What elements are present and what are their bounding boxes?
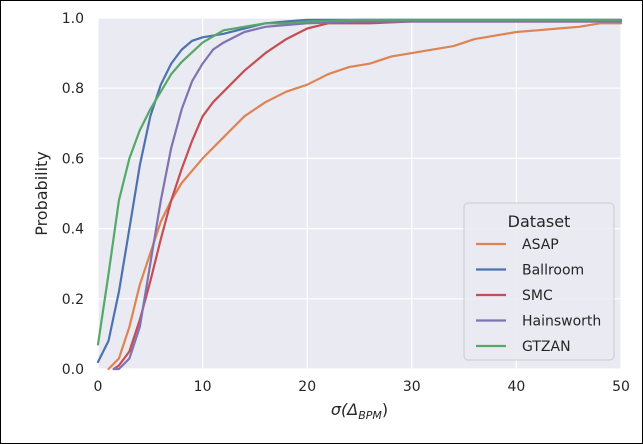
y-tick-label: 0.2 — [62, 292, 84, 308]
x-tick-label: 40 — [507, 379, 525, 395]
legend-title: Dataset — [508, 212, 571, 231]
series-line-hainsworth — [112, 20, 623, 371]
tick-labels: 0 10 20 30 40 50 0.0 0.2 0.4 0.6 0.8 1.0 — [62, 11, 630, 395]
series-lines — [96, 18, 623, 371]
series-line-gtzan — [96, 18, 623, 346]
legend-label-gtzan: GTZAN — [522, 339, 571, 355]
legend-items: ASAP Ballroom SMC Hainsworth GTZAN — [476, 237, 601, 355]
y-axis-label: Probability — [32, 151, 51, 236]
y-tick-label: 0.6 — [62, 151, 84, 167]
x-tick-label: 50 — [612, 379, 630, 395]
x-axis-label-close: ) — [382, 400, 388, 419]
y-tick-label: 0.8 — [62, 81, 84, 97]
legend-label-asap: ASAP — [522, 237, 559, 253]
x-tick-label: 30 — [403, 379, 421, 395]
x-axis-label-sub: BPM — [358, 409, 382, 422]
y-tick-label: 1.0 — [62, 11, 84, 27]
y-tick-label: 0.0 — [62, 362, 84, 378]
x-axis-label-main: σ(Δ — [331, 400, 358, 419]
x-tick-label: 20 — [298, 379, 316, 395]
legend: Dataset ASAP Ballroom SMC Hainsworth GTZAN — [463, 202, 615, 361]
x-tick-label: 0 — [94, 379, 103, 395]
y-tick-label: 0.4 — [62, 222, 84, 238]
x-tick-label: 10 — [194, 379, 212, 395]
x-axis-label: σ(ΔBPM) — [331, 400, 388, 422]
legend-label-ballroom: Ballroom — [522, 263, 584, 279]
legend-label-hainsworth: Hainsworth — [522, 314, 601, 330]
legend-label-smc: SMC — [522, 288, 553, 304]
series-line-asap — [107, 22, 623, 371]
